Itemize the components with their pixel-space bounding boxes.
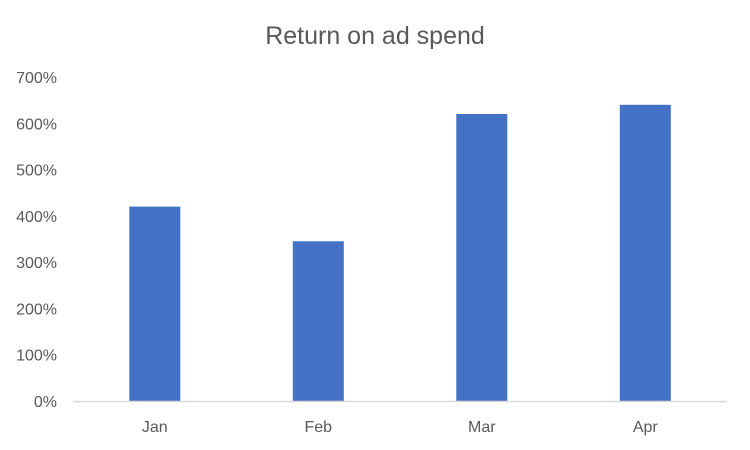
- x-axis-tick-labels: Jan Feb Mar Apr: [142, 419, 659, 436]
- bar-jan: [129, 206, 181, 401]
- x-tick-label: Apr: [633, 419, 659, 436]
- y-tick-label: 0%: [34, 394, 57, 411]
- chart-title: Return on ad spend: [265, 22, 485, 50]
- bar-series: [129, 104, 671, 402]
- x-tick-label: Feb: [305, 419, 333, 436]
- bar-mar: [456, 114, 508, 401]
- x-tick-label: Jan: [142, 419, 168, 436]
- bar-feb: [292, 241, 344, 401]
- y-tick-label: 400%: [16, 209, 57, 226]
- x-tick-label: Mar: [468, 419, 496, 436]
- y-tick-label: 600%: [16, 116, 57, 133]
- y-axis-tick-labels: 0% 100% 200% 300% 400% 500% 600% 700%: [16, 70, 57, 411]
- y-tick-label: 700%: [16, 70, 57, 87]
- bar-apr: [619, 104, 671, 402]
- y-tick-label: 100%: [16, 348, 57, 365]
- y-tick-label: 300%: [16, 255, 57, 272]
- y-tick-label: 500%: [16, 163, 57, 180]
- y-tick-label: 200%: [16, 301, 57, 318]
